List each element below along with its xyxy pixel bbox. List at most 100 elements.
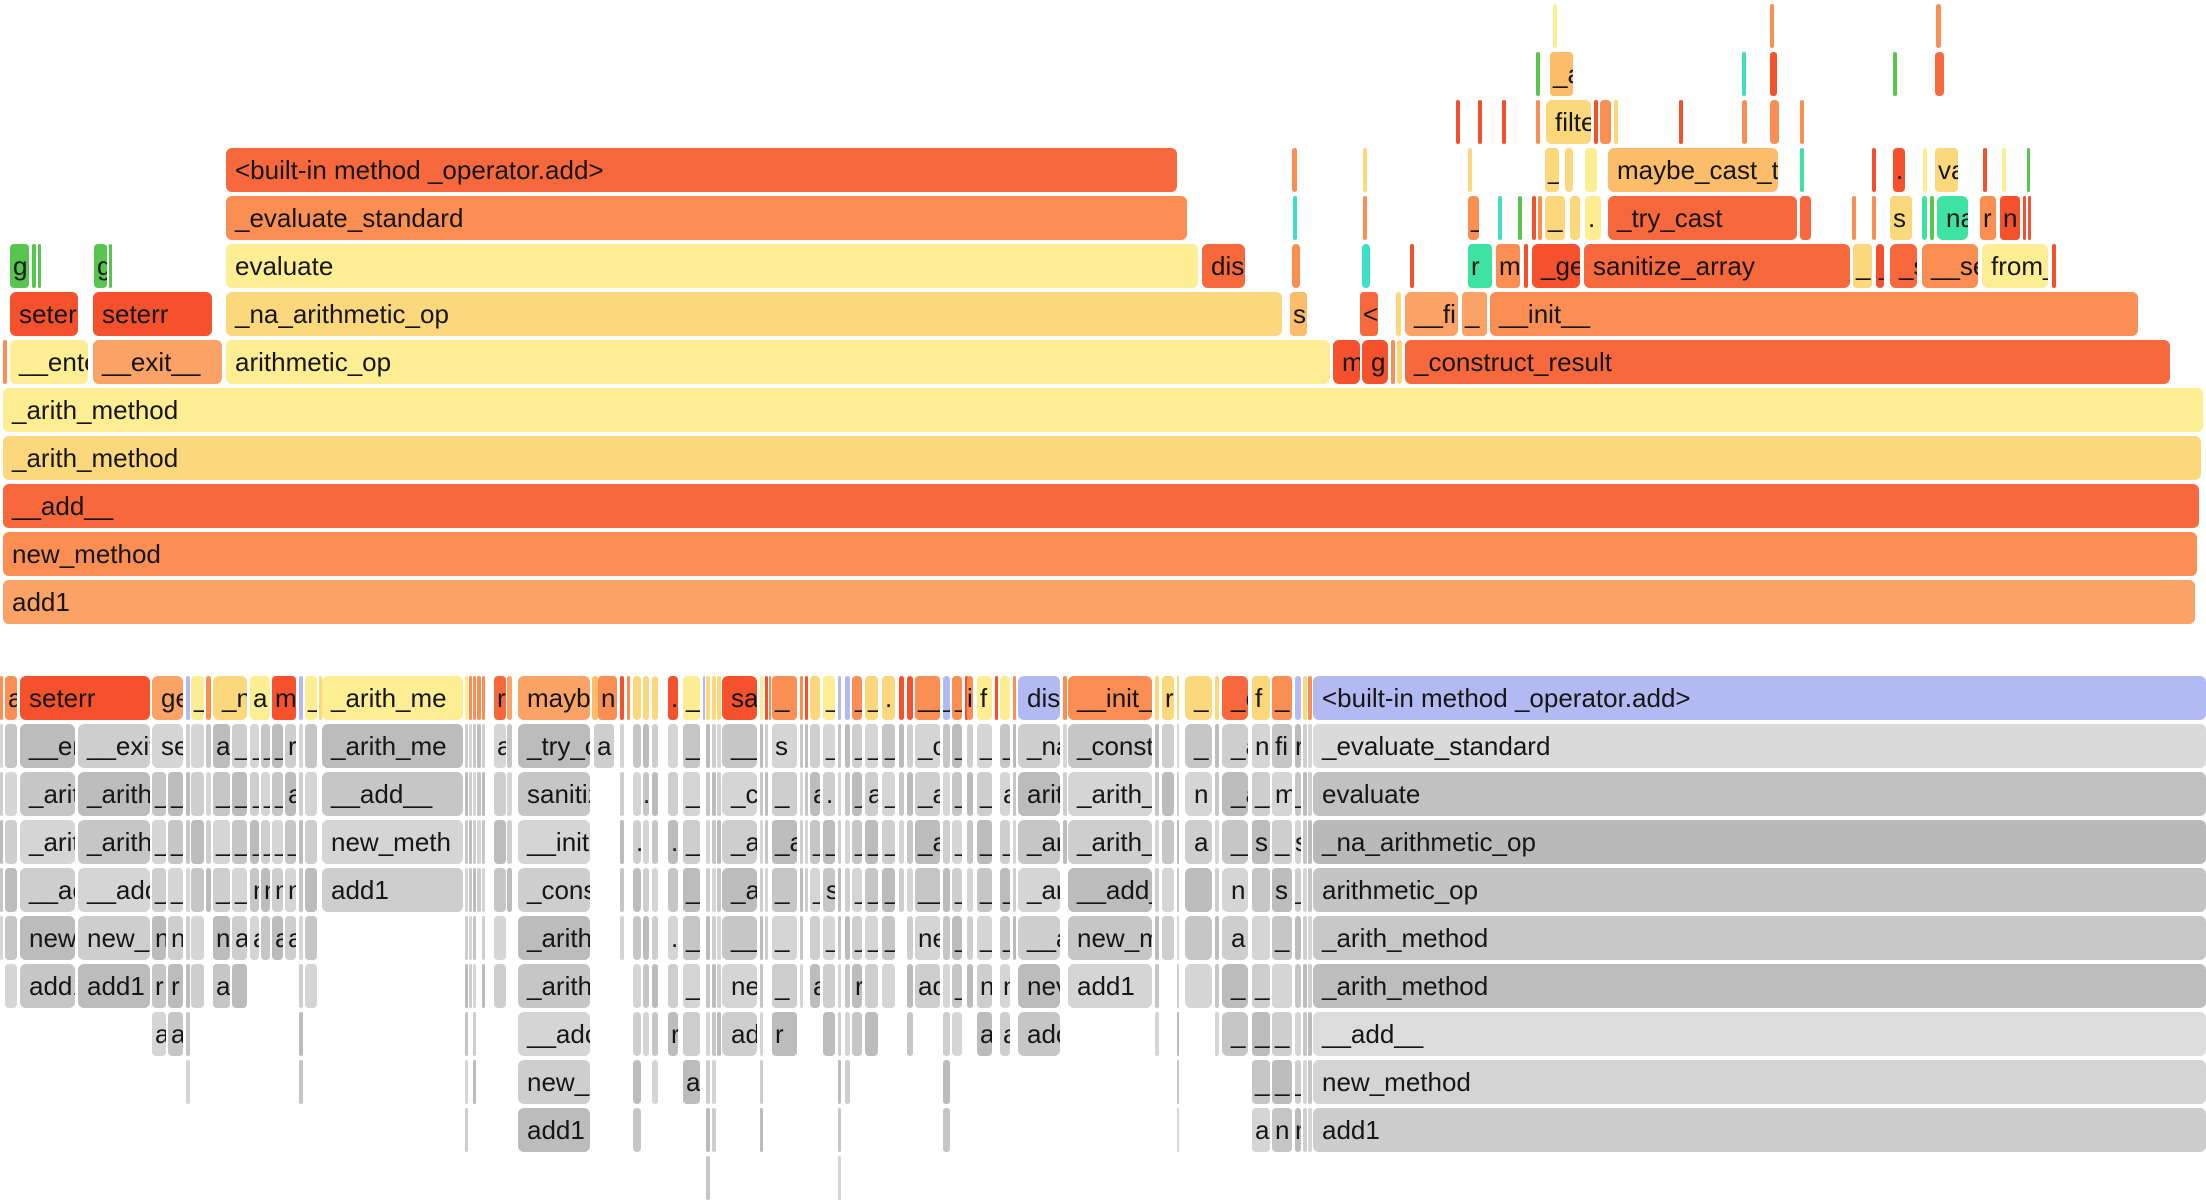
caller-frame[interactable] bbox=[668, 772, 678, 816]
caller-frame[interactable] bbox=[1303, 868, 1307, 912]
caller-frame-frame[interactable]: _ bbox=[1295, 1060, 1301, 1104]
caller-frame[interactable] bbox=[838, 916, 841, 960]
caller-frame-nev[interactable]: nev bbox=[915, 916, 940, 960]
caller-frame-frame[interactable]: _ bbox=[1252, 1012, 1270, 1056]
caller-frame[interactable] bbox=[1155, 868, 1159, 912]
caller-frame[interactable] bbox=[1162, 916, 1174, 960]
caller-frame-a[interactable]: _a bbox=[232, 772, 247, 816]
leaf-frame[interactable] bbox=[206, 676, 211, 720]
caller-frame[interactable] bbox=[633, 1012, 641, 1056]
caller-frame-frame[interactable]: _ bbox=[882, 724, 895, 768]
caller-frame[interactable] bbox=[465, 1012, 468, 1056]
flame-frame[interactable] bbox=[1536, 100, 1540, 144]
flame-frame-frame[interactable]: . bbox=[1893, 148, 1905, 192]
caller-frame[interactable] bbox=[683, 1012, 700, 1056]
leaf-frame-n[interactable]: _n bbox=[213, 676, 247, 720]
leaf-frame[interactable] bbox=[765, 676, 768, 720]
caller-frame[interactable] bbox=[652, 964, 658, 1008]
caller-frame[interactable] bbox=[299, 916, 303, 960]
caller-frame-frame[interactable]: _ bbox=[952, 772, 962, 816]
leaf-frame-arith-me[interactable]: _arith_me bbox=[322, 676, 463, 720]
caller-frame[interactable] bbox=[760, 964, 763, 1008]
leaf-frame-i[interactable]: i bbox=[967, 676, 973, 720]
caller-frame[interactable] bbox=[1308, 1108, 1312, 1152]
leaf-frame-frame[interactable]: _ bbox=[852, 676, 862, 720]
caller-frame[interactable] bbox=[717, 964, 721, 1008]
leaf-frame-maybe[interactable]: maybe bbox=[518, 676, 590, 720]
caller-frame-s[interactable]: s bbox=[1295, 820, 1301, 864]
caller-frame[interactable] bbox=[1155, 820, 1159, 864]
caller-frame-frame[interactable]: _ bbox=[1295, 772, 1301, 816]
flame-frame[interactable] bbox=[1524, 244, 1528, 288]
caller-frame-frame[interactable]: _ bbox=[882, 772, 895, 816]
leaf-frame-frame[interactable]: _ bbox=[943, 676, 950, 720]
caller-frame-cc[interactable]: _cc bbox=[915, 724, 940, 768]
caller-frame[interactable] bbox=[706, 1156, 710, 1200]
caller-frame[interactable] bbox=[838, 1108, 841, 1152]
caller-frame-frame[interactable]: _ bbox=[1252, 1060, 1270, 1104]
flame-frame[interactable] bbox=[1922, 196, 1927, 240]
leaf-frame[interactable] bbox=[1000, 676, 1010, 720]
caller-frame-add[interactable]: __add bbox=[78, 868, 150, 912]
flame-frame[interactable] bbox=[1770, 4, 1774, 48]
caller-frame[interactable] bbox=[473, 868, 476, 912]
flame-frame-frame[interactable]: _ bbox=[1468, 196, 1479, 240]
caller-frame[interactable] bbox=[206, 724, 211, 768]
caller-frame[interactable] bbox=[1215, 916, 1219, 960]
caller-frame[interactable] bbox=[186, 820, 190, 864]
leaf-frame[interactable] bbox=[469, 676, 472, 720]
caller-frame-new-method[interactable]: new_method bbox=[1313, 1060, 2206, 1104]
flame-frame[interactable] bbox=[1935, 52, 1944, 96]
leaf-frame[interactable] bbox=[845, 676, 850, 720]
flame-frame[interactable] bbox=[1292, 244, 1300, 288]
caller-frame[interactable] bbox=[1063, 772, 1067, 816]
caller-frame[interactable] bbox=[1177, 1108, 1179, 1152]
caller-frame[interactable] bbox=[1063, 820, 1067, 864]
caller-frame-frame[interactable]: _ bbox=[1000, 916, 1010, 960]
caller-frame[interactable] bbox=[5, 820, 17, 864]
caller-frame[interactable] bbox=[712, 1060, 716, 1104]
caller-frame[interactable] bbox=[765, 820, 768, 864]
caller-frame[interactable] bbox=[494, 772, 506, 816]
caller-frame[interactable] bbox=[473, 1012, 476, 1056]
caller-frame[interactable] bbox=[1303, 1012, 1307, 1056]
caller-frame[interactable] bbox=[1155, 772, 1159, 816]
caller-frame[interactable] bbox=[1215, 772, 1219, 816]
caller-frame-a[interactable]: a bbox=[250, 916, 259, 960]
caller-frame-frame[interactable]: _ bbox=[1222, 964, 1248, 1008]
caller-frame-frame[interactable]: _ bbox=[683, 964, 700, 1008]
caller-frame[interactable] bbox=[186, 772, 190, 816]
flame-frame[interactable] bbox=[1742, 100, 1747, 144]
caller-frame-arith[interactable]: _arith bbox=[518, 964, 590, 1008]
caller-frame-arith[interactable]: _arith bbox=[518, 916, 590, 960]
caller-frame[interactable] bbox=[845, 724, 850, 768]
caller-frame-n[interactable]: n bbox=[977, 964, 992, 1008]
caller-frame-a[interactable]: a bbox=[810, 964, 820, 1008]
caller-frame[interactable] bbox=[967, 964, 973, 1008]
flame-frame[interactable] bbox=[1456, 100, 1460, 144]
flame-frame[interactable] bbox=[1930, 196, 1934, 240]
flame-frame-frame[interactable]: < bbox=[1360, 292, 1378, 336]
caller-frame-a[interactable]: _a bbox=[152, 820, 166, 864]
flame-frame[interactable] bbox=[1532, 196, 1536, 240]
leaf-frame[interactable] bbox=[800, 676, 803, 720]
caller-frame[interactable] bbox=[305, 868, 317, 912]
caller-frame[interactable] bbox=[305, 772, 317, 816]
leaf-frame-c[interactable]: _c bbox=[1222, 676, 1248, 720]
caller-frame[interactable] bbox=[633, 1060, 641, 1104]
caller-frame[interactable] bbox=[507, 868, 512, 912]
caller-frame[interactable] bbox=[907, 964, 913, 1008]
caller-frame-frame[interactable]: _ bbox=[285, 820, 296, 864]
flame-frame[interactable] bbox=[1594, 100, 1598, 144]
caller-frame[interactable] bbox=[706, 820, 710, 864]
flame-frame[interactable] bbox=[1936, 4, 1941, 48]
caller-frame[interactable] bbox=[1013, 772, 1016, 816]
caller-frame[interactable] bbox=[1215, 724, 1219, 768]
caller-frame-se[interactable]: se bbox=[152, 724, 183, 768]
caller-frame[interactable] bbox=[1308, 964, 1312, 1008]
caller-frame[interactable] bbox=[473, 964, 476, 1008]
caller-frame[interactable] bbox=[1013, 916, 1016, 960]
caller-frame[interactable] bbox=[845, 916, 850, 960]
caller-frame[interactable] bbox=[800, 772, 803, 816]
flame-frame[interactable] bbox=[1872, 148, 1876, 192]
